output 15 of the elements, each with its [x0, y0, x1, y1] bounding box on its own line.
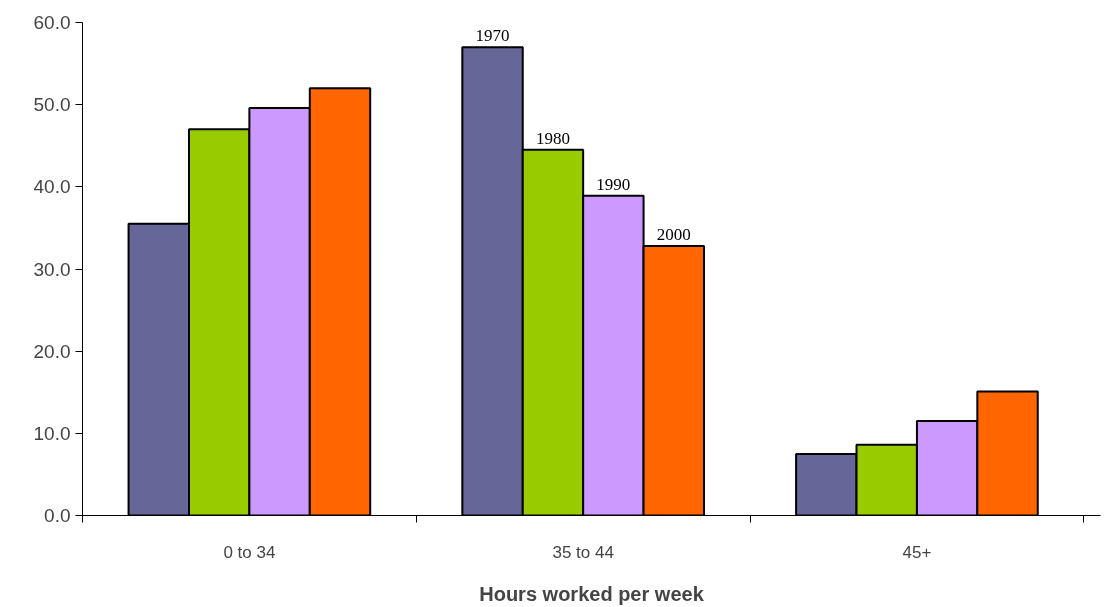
- y-tick-label: 20.0: [33, 340, 71, 362]
- y-tick-label: 10.0: [33, 422, 71, 444]
- y-tick-label: 60.0: [33, 12, 71, 33]
- x-tick-label: 0 to 34: [223, 542, 276, 562]
- y-tick-label: 0.0: [44, 505, 71, 526]
- x-tick-label: 45+: [902, 542, 932, 562]
- y-tick-label: 30.0: [33, 258, 71, 280]
- series-label: 1990: [596, 174, 631, 194]
- x-axis-title: Hours worked per week: [479, 582, 705, 605]
- y-tick-label: 50.0: [33, 94, 71, 116]
- x-tick-label: 35 to 44: [552, 542, 614, 562]
- series-label: 1970: [475, 26, 510, 46]
- series-label: 1980: [535, 128, 570, 148]
- series-label: 2000: [656, 224, 691, 244]
- y-tick-label: 40.0: [33, 176, 71, 198]
